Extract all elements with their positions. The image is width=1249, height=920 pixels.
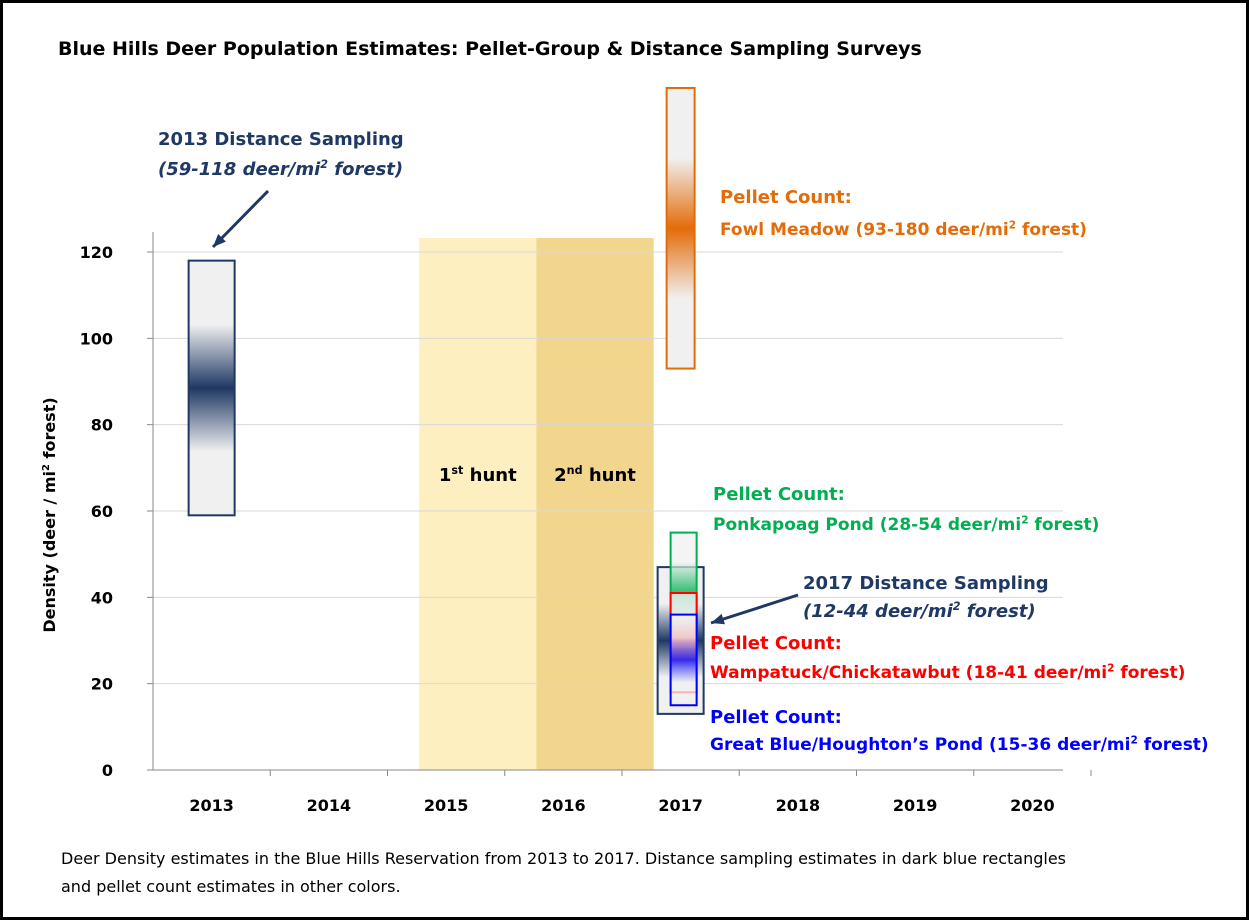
annotation: Great Blue/Houghton’s Pond (15-36 deer/m…	[710, 735, 1209, 755]
y-axis-label: Density (deer / mi2 forest)	[40, 397, 59, 632]
x-tick-label: 2018	[776, 796, 821, 815]
annotation: (12-44 deer/mi2 forest)	[803, 600, 1036, 622]
text-part: hunt	[583, 465, 637, 486]
annotation: Pellet Count:	[713, 484, 845, 505]
text-part: Pellet Count:	[713, 484, 845, 505]
y-tick-label: 0	[102, 761, 113, 780]
hunt-label: 1st hunt	[439, 464, 517, 486]
annotation: Wampatuck/Chickatawbut (18-41 deer/mi2 f…	[710, 663, 1185, 683]
x-tick-label: 2017	[658, 796, 703, 815]
annotation: Pellet Count:	[710, 707, 842, 728]
hunt-band	[419, 238, 537, 770]
text-part: Ponkapoag Pond (28-54 deer/mi	[713, 515, 1021, 535]
annotation: (59-118 deer/mi2 forest)	[158, 158, 403, 180]
y-tick-label: 80	[91, 416, 113, 435]
y-tick-label: 40	[91, 588, 113, 607]
superscript: nd	[567, 464, 583, 477]
text-part: 2017 Distance Sampling	[803, 573, 1049, 594]
text-part: forest)	[1016, 220, 1087, 240]
y-tick-label: 120	[80, 243, 113, 262]
arrow-head	[711, 613, 725, 625]
text-part: 1	[439, 465, 452, 486]
superscript: 2	[41, 464, 52, 471]
arrow	[710, 593, 799, 625]
chart-title: Blue Hills Deer Population Estimates: Pe…	[58, 38, 922, 60]
text-part: 2	[554, 465, 567, 486]
text-part: Fowl Meadow (93-180 deer/mi	[720, 220, 1009, 240]
text-part: 2013 Distance Sampling	[158, 129, 404, 150]
text-part: forest)	[1114, 663, 1185, 683]
text-part: forest)	[328, 159, 403, 180]
text-part: forest)	[1138, 735, 1209, 755]
chart: Blue Hills Deer Population Estimates: Pe…	[40, 38, 1209, 815]
text-part: Density (deer / mi	[40, 471, 59, 633]
y-tick-label: 60	[91, 502, 113, 521]
hunt-band	[536, 238, 654, 770]
text-part: Wampatuck/Chickatawbut (18-41 deer/mi	[710, 663, 1107, 683]
text-part: Great Blue/Houghton’s Pond (15-36 deer/m…	[710, 735, 1130, 755]
annotation: Pellet Count:	[720, 187, 852, 208]
x-tick-label: 2020	[1010, 796, 1055, 815]
x-tick-label: 2015	[424, 796, 469, 815]
text-part: (59-118 deer/mi	[158, 159, 321, 180]
arrow	[211, 189, 270, 249]
x-tick-label: 2019	[893, 796, 938, 815]
superscript: st	[451, 464, 464, 477]
x-tick-label: 2016	[541, 796, 586, 815]
range-bar	[669, 613, 698, 707]
caption: Deer Density estimates in the Blue Hills…	[61, 849, 1067, 896]
superscript: 2	[1021, 515, 1028, 527]
superscript: 2	[1009, 220, 1016, 232]
y-tick-label: 100	[80, 329, 113, 348]
text-part: Pellet Count:	[720, 187, 852, 208]
range-bar	[665, 86, 696, 370]
y-tick-label: 20	[91, 675, 113, 694]
superscript: 2	[953, 600, 961, 613]
text-part: forest)	[40, 397, 59, 464]
superscript: 2	[1107, 663, 1114, 675]
annotation: 2013 Distance Sampling	[158, 129, 404, 150]
x-tick-label: 2013	[189, 796, 234, 815]
text-part: forest)	[1029, 515, 1100, 535]
text-part: forest)	[961, 601, 1036, 622]
x-tick-label: 2014	[307, 796, 352, 815]
text-part: Pellet Count:	[710, 707, 842, 728]
superscript: 2	[1130, 735, 1137, 747]
annotation: Ponkapoag Pond (28-54 deer/mi2 forest)	[713, 515, 1099, 535]
text-part: hunt	[463, 465, 517, 486]
text-part: Pellet Count:	[710, 633, 842, 654]
arrow-head	[213, 233, 226, 247]
annotation: Fowl Meadow (93-180 deer/mi2 forest)	[720, 220, 1087, 240]
range-bar	[187, 259, 236, 517]
text-part: (12-44 deer/mi	[803, 601, 954, 622]
annotation: Pellet Count:	[710, 633, 842, 654]
superscript: 2	[320, 158, 328, 171]
hunt-label: 2nd hunt	[554, 464, 636, 486]
annotation: 2017 Distance Sampling	[803, 573, 1049, 594]
